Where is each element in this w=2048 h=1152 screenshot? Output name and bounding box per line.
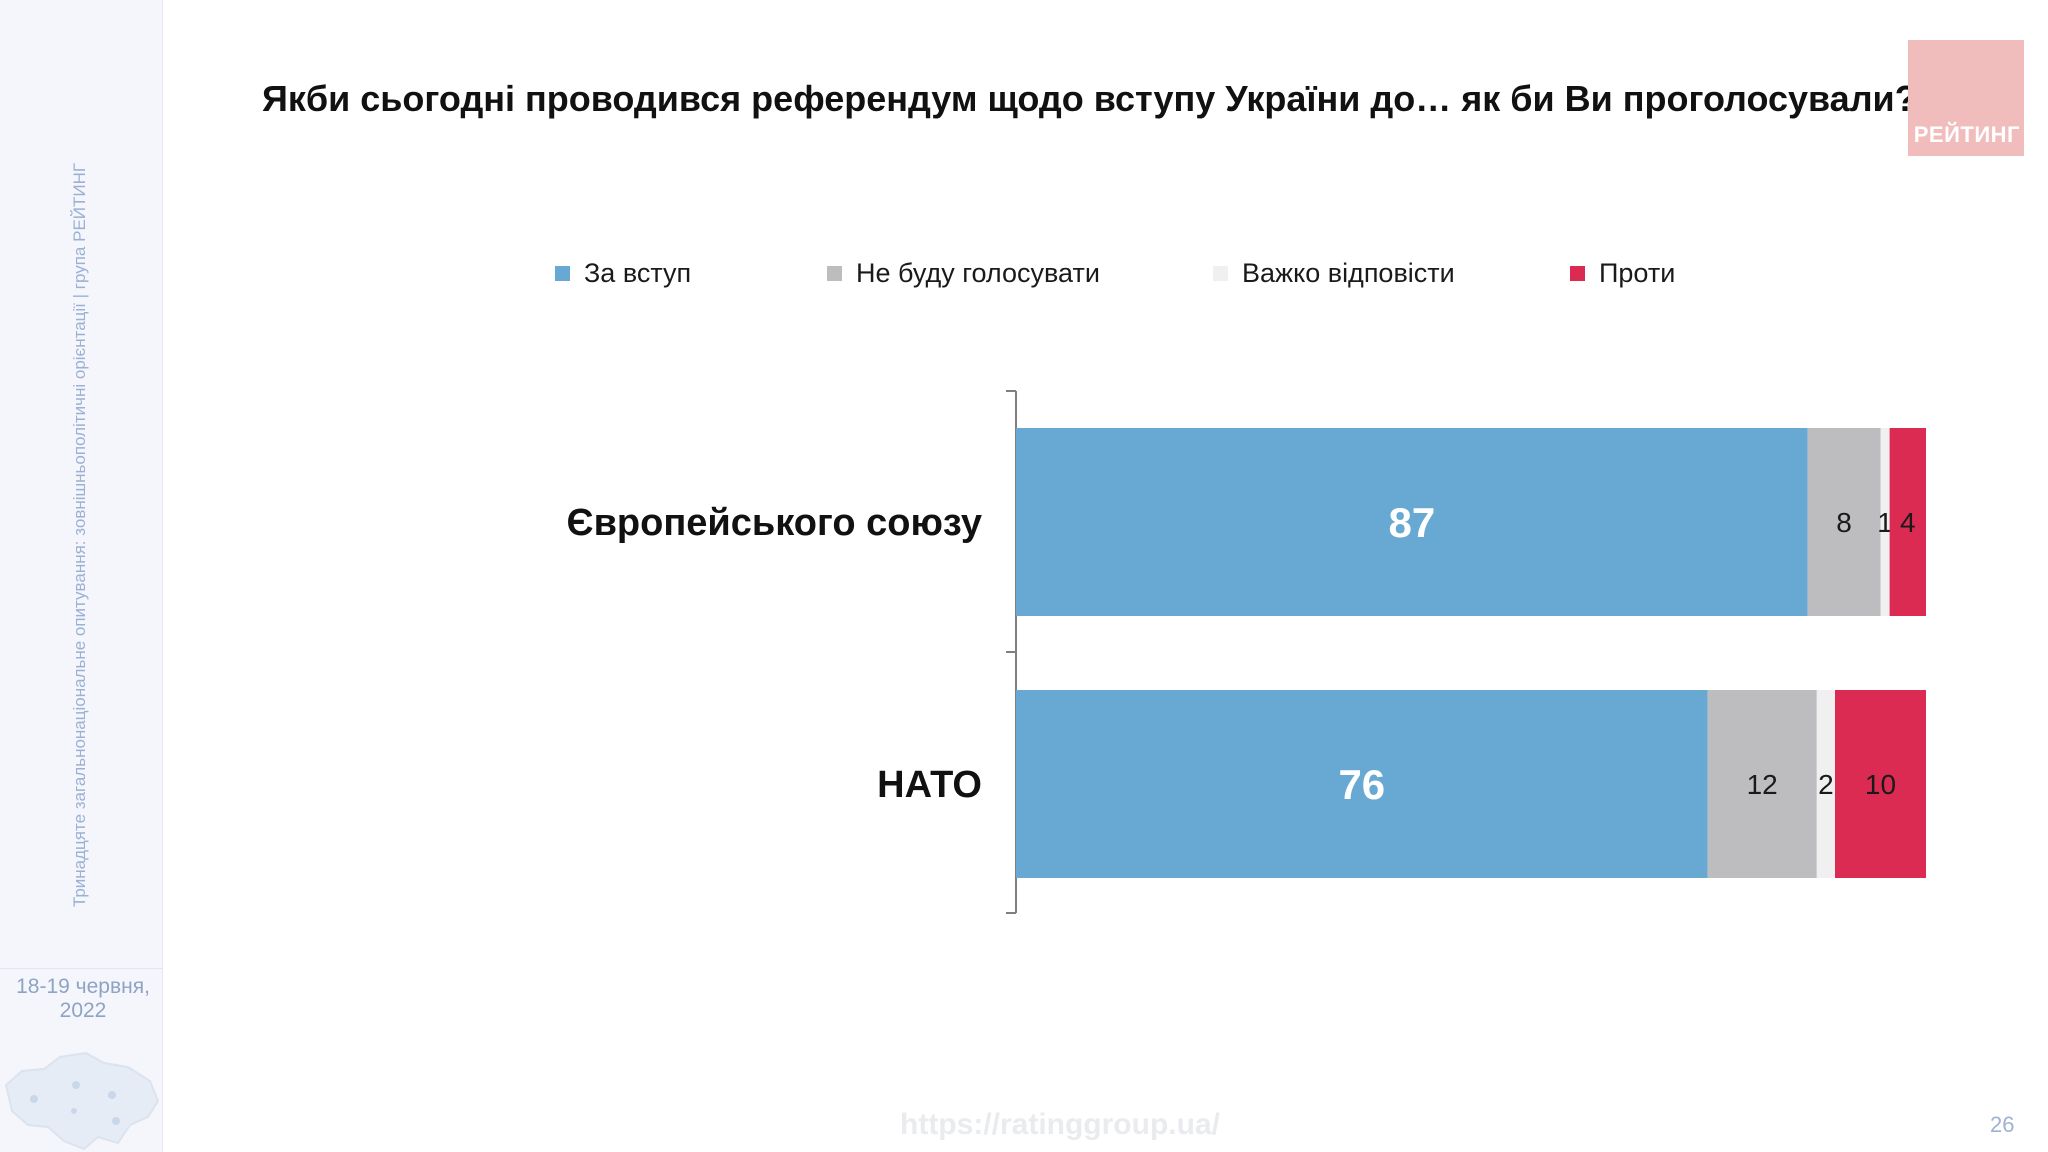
legend-swatch-support	[555, 265, 570, 281]
data-label-1-3: 10	[1865, 769, 1896, 800]
data-label-1-2: 2	[1818, 769, 1834, 800]
bar-segment-1-2	[1816, 690, 1835, 878]
legend-item-hard-to-say: Важко відповісти	[1213, 258, 1455, 288]
legend-label-not-vote: Не буду голосувати	[856, 257, 1100, 288]
bar-segment-0-0	[1016, 428, 1808, 616]
data-label-0-3: 4	[1900, 507, 1916, 538]
page-number: 26	[1990, 1112, 2015, 1137]
category-label-0: Європейського союзу	[567, 502, 982, 544]
data-label-0-1: 8	[1836, 507, 1852, 538]
survey-date-line2: 2022	[59, 999, 107, 1022]
ukraine-map-icon	[4, 1051, 160, 1151]
legend-item-support: За вступ	[555, 258, 691, 288]
survey-date-line1: 18-19 червня,	[16, 975, 150, 998]
data-label-0-0: 87	[1388, 499, 1435, 546]
bar-segment-1-0	[1016, 690, 1708, 878]
legend-item-not-vote: Не буду голосувати	[827, 258, 1100, 288]
sidebar: Тринадцяте загальнонаціональне опитуванн…	[0, 0, 163, 1152]
legend-swatch-not-vote	[827, 265, 842, 281]
legend-label-against: Проти	[1599, 257, 1676, 288]
legend-swatch-against	[1570, 265, 1585, 281]
bar-segment-1-3	[1835, 690, 1926, 878]
survey-date: 18-19 червня, 2022	[0, 975, 166, 1023]
bar-segment-1-1	[1707, 690, 1817, 878]
sidebar-divider	[0, 968, 162, 969]
bar-segment-0-3	[1889, 428, 1926, 616]
bar-segment-0-1	[1807, 428, 1881, 616]
chart-title: Якби сьогодні проводився референдум щодо…	[262, 78, 1917, 119]
legend-swatch-hard-to-say	[1213, 265, 1228, 281]
data-label-1-1: 12	[1747, 769, 1778, 800]
category-label-1: НАТО	[877, 764, 982, 806]
bar-segment-0-2	[1880, 428, 1890, 616]
legend-label-support: За вступ	[584, 257, 692, 288]
website-url[interactable]: https://ratinggroup.ua/	[900, 1108, 1220, 1141]
rating-logo: РЕЙТИНГ	[1908, 40, 2024, 156]
data-label-0-2: 1	[1877, 507, 1893, 538]
legend-label-hard-to-say: Важко відповісти	[1242, 257, 1455, 288]
legend-item-against: Проти	[1570, 258, 1675, 288]
data-label-1-0: 76	[1338, 761, 1385, 808]
logo-text: РЕЙТИНГ	[1913, 122, 2020, 147]
